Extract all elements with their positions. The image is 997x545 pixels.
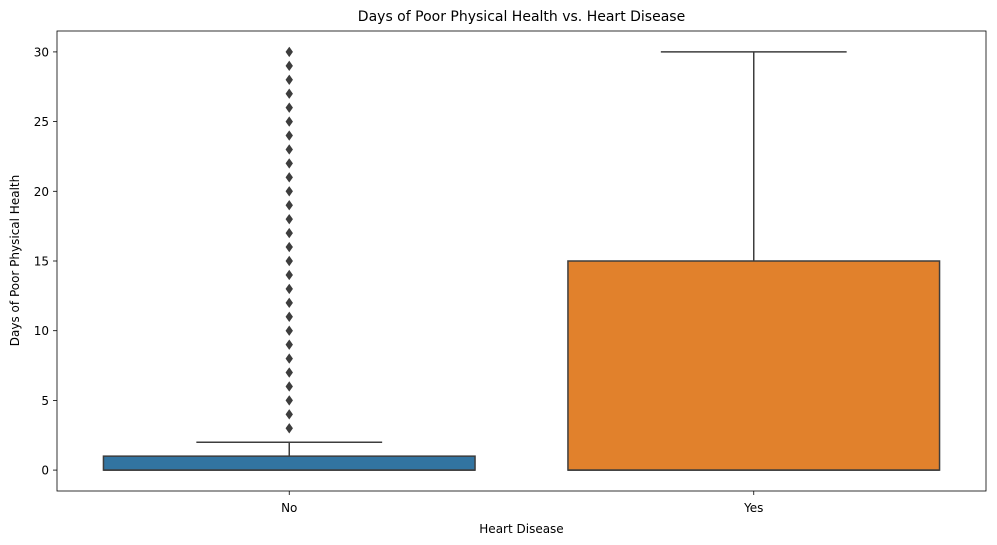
outlier-point (285, 144, 293, 155)
outlier-point (285, 339, 293, 350)
y-tick-label: 20 (34, 185, 49, 199)
chart-title: Days of Poor Physical Health vs. Heart D… (358, 9, 685, 25)
outlier-point (285, 213, 293, 225)
outlier-point (285, 269, 293, 281)
outlier-point (285, 74, 293, 85)
y-tick-label: 0 (41, 464, 49, 478)
outlier-point (285, 116, 293, 127)
x-axis-label: Heart Disease (479, 522, 563, 536)
outlier-point (285, 255, 293, 267)
outlier-point (285, 311, 293, 322)
outlier-point (285, 172, 293, 183)
outlier-point (285, 102, 293, 113)
outlier-point (285, 297, 293, 309)
outlier-point (285, 88, 293, 99)
outlier-point (285, 158, 293, 169)
outlier-point (285, 381, 293, 392)
x-tick-label: Yes (743, 501, 763, 515)
outlier-point (285, 395, 293, 406)
y-tick-label: 25 (34, 115, 49, 129)
x-tick-label: No (281, 501, 297, 515)
box-no (102, 455, 476, 471)
outlier-point (285, 423, 293, 434)
outlier-point (285, 130, 293, 141)
outlier-point (285, 325, 293, 336)
outlier-point (285, 200, 293, 211)
box-yes (567, 260, 941, 471)
y-tick-label: 30 (34, 45, 49, 59)
y-axis-label: Days of Poor Physical Health (8, 175, 22, 346)
outlier-point (285, 60, 293, 72)
outlier-point (285, 227, 293, 239)
outlier-point (285, 367, 293, 378)
outlier-point (285, 353, 293, 364)
outlier-point (285, 46, 293, 58)
outlier-point (285, 186, 293, 197)
outlier-point (285, 241, 293, 253)
y-tick-label: 10 (34, 324, 49, 338)
outlier-point (285, 409, 293, 420)
y-tick-label: 5 (41, 394, 49, 408)
y-tick-label: 15 (34, 255, 49, 269)
outlier-point (285, 283, 293, 295)
plot-area: 0 5 10 15 20 25 30 No Yes (34, 30, 987, 515)
